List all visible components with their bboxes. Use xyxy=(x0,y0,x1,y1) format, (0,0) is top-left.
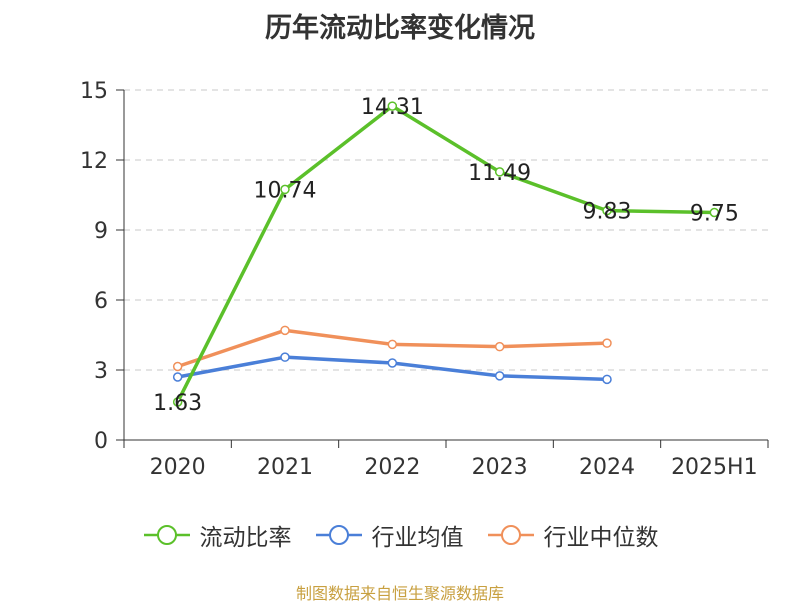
data-point xyxy=(172,361,183,372)
data-label-layer: 1.63 10.74 14.31 11.49 9.83 9.75 xyxy=(153,95,739,416)
data-label: 10.74 xyxy=(254,178,317,203)
data-point xyxy=(602,374,612,385)
data-point xyxy=(494,341,505,352)
series-layer xyxy=(172,101,720,407)
legend-marker-icon xyxy=(143,525,190,545)
x-tick-label: 2022 xyxy=(364,455,420,480)
y-tick-label: 9 xyxy=(94,219,108,244)
series-line xyxy=(176,104,715,403)
data-point xyxy=(280,352,290,362)
data-label: 14.31 xyxy=(361,95,424,120)
x-tick-label: 2023 xyxy=(472,455,528,480)
chart-title: 历年流动比率变化情况 xyxy=(265,13,535,44)
legend-item[interactable]: 流动比率 xyxy=(142,518,292,552)
legend-label: 行业均值 xyxy=(371,525,464,551)
y-tick-label: 0 xyxy=(94,429,108,454)
data-label: 1.63 xyxy=(153,391,202,416)
data-point xyxy=(387,358,398,368)
data-point xyxy=(494,371,505,381)
legend-label: 流动比率 xyxy=(199,525,292,551)
legend: 流动比率 行业均值 行业中位数 xyxy=(0,518,800,552)
data-point xyxy=(387,101,398,111)
y-tick-label: 3 xyxy=(94,359,108,384)
y-tick-label: 6 xyxy=(94,289,108,314)
data-label: 11.49 xyxy=(468,161,531,186)
x-tick-label: 2024 xyxy=(579,455,635,480)
data-point xyxy=(280,184,290,195)
data-point xyxy=(172,397,183,407)
legend-item[interactable]: 行业均值 xyxy=(314,518,464,552)
legend-item[interactable]: 行业中位数 xyxy=(486,518,659,552)
legend-label: 行业中位数 xyxy=(543,525,659,551)
axis-layer: 0 3 6 9 12 15 2020 2021 2022 2023 2024 2025H1 xyxy=(80,79,769,480)
x-tick-label: 2020 xyxy=(150,455,206,480)
data-point xyxy=(602,338,612,348)
data-point xyxy=(387,339,398,350)
data-point xyxy=(280,325,290,336)
data-label: 9.75 xyxy=(690,202,739,227)
legend-marker-icon xyxy=(487,525,534,545)
grid-layer xyxy=(124,89,768,371)
source-note: 制图数据来自恒生聚源数据库 xyxy=(295,584,504,603)
data-point xyxy=(602,205,612,216)
legend-marker-icon xyxy=(315,525,362,545)
data-label: 9.83 xyxy=(583,200,632,225)
data-point xyxy=(172,372,183,382)
data-point xyxy=(494,167,505,177)
data-point xyxy=(709,207,720,218)
x-tick-label: 2025H1 xyxy=(671,455,758,480)
x-tick-label: 2021 xyxy=(257,455,313,480)
y-tick-label: 15 xyxy=(80,79,108,104)
y-tick-label: 12 xyxy=(80,149,108,174)
